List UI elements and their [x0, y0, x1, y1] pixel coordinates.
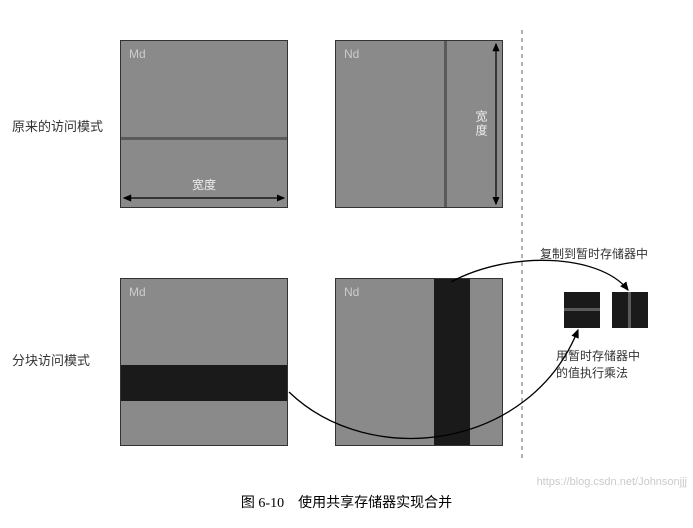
- annotation-multiply-l2: 的值执行乘法: [556, 366, 628, 380]
- scratch-tile-md-stripe: [564, 308, 600, 311]
- scratch-tile-md: [564, 292, 600, 328]
- annotation-copy: 复制到暂时存储器中: [540, 246, 648, 263]
- scratch-tile-nd-stripe: [628, 292, 631, 328]
- annotation-multiply-l1: 用暂时存储器中: [556, 349, 640, 363]
- md-row-stripe: [121, 137, 287, 140]
- figure-caption: 图 6-10 使用共享存储器实现合并: [0, 492, 693, 512]
- nd-label: Nd: [344, 47, 359, 61]
- md-label: Md: [129, 47, 146, 61]
- height-dim-label: 宽度: [473, 110, 490, 138]
- scratch-tile-nd: [612, 292, 648, 328]
- row2-label: 分块访问模式: [12, 350, 90, 369]
- nd-col-band: [434, 279, 470, 445]
- nd-col-stripe: [444, 41, 447, 207]
- matrix-nd-tiled: Nd: [335, 278, 503, 446]
- annotation-multiply: 用暂时存储器中 的值执行乘法: [556, 348, 640, 382]
- width-dim-label: 宽度: [192, 176, 216, 193]
- watermark: https://blog.csdn.net/Johnsonjjj: [537, 476, 687, 488]
- row1-label: 原来的访问模式: [12, 116, 103, 135]
- matrix-md-tiled: Md: [120, 278, 288, 446]
- matrix-nd-original: Nd 宽度: [335, 40, 503, 208]
- md-label-2: Md: [129, 285, 146, 299]
- nd-label-2: Nd: [344, 285, 359, 299]
- matrix-md-original: Md 宽度: [120, 40, 288, 208]
- md-row-band: [121, 365, 287, 401]
